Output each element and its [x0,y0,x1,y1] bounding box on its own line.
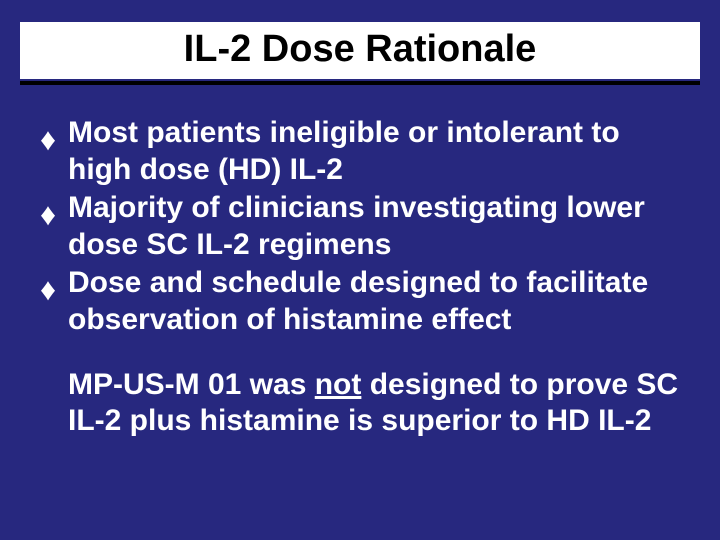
diamond-icon: ♦ [40,124,56,156]
diamond-icon: ♦ [40,274,56,306]
bullet-text: Most patients ineligible or intolerant t… [68,116,620,186]
note-text-pre: MP-US-M 01 was [68,368,315,401]
slide-title: IL-2 Dose Rationale [20,22,700,79]
note-text-underlined: not [315,368,362,401]
bullet-item: ♦ Most patients ineligible or intolerant… [40,115,680,188]
title-underline-rule [20,81,700,85]
title-area: IL-2 Dose Rationale [0,0,720,85]
bullet-item: ♦ Dose and schedule designed to facilita… [40,265,680,338]
slide-body: ♦ Most patients ineligible or intolerant… [40,115,680,440]
note-paragraph: MP-US-M 01 was not designed to prove SC … [40,367,680,440]
slide: IL-2 Dose Rationale ♦ Most patients inel… [0,0,720,540]
bullet-text: Majority of clinicians investigating low… [68,191,645,261]
bullet-item: ♦ Majority of clinicians investigating l… [40,190,680,263]
diamond-icon: ♦ [40,199,56,231]
bullet-text: Dose and schedule designed to facilitate… [68,266,648,336]
